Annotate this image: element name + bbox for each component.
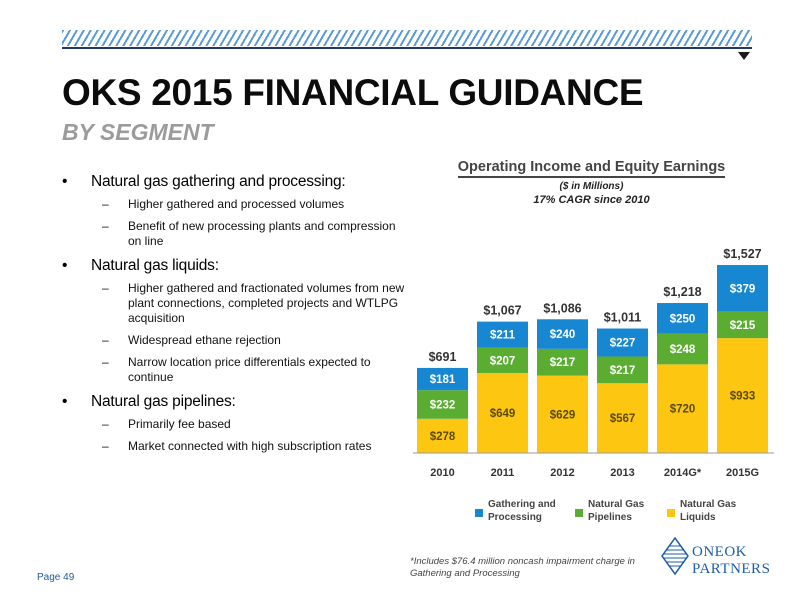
bar-total-label: $1,067 [483,304,521,318]
dash-icon: – [102,355,109,369]
bar-segment [537,319,588,349]
bar-value-label: $217 [610,365,636,377]
bar-value-label: $248 [670,344,696,356]
triangle-down-icon [738,52,750,60]
bar-segment [537,348,588,376]
chart-title: Operating Income and Equity Earnings [400,159,783,178]
logo-wordmark: ONEOK PARTNERS [692,544,771,577]
chart-cagr-note: 17% CAGR since 2010 [533,194,650,206]
bullet-icon: • [62,393,68,410]
sub-bullet: – Widespread ethane rejection [102,333,281,347]
bar-value-label: $379 [730,283,756,295]
page-title: OKS 2015 FINANCIAL GUIDANCE [62,72,644,113]
sub-bullet: – Narrow location price differentials exp… [102,355,371,384]
bar-segment [597,356,648,384]
x-tick-label: 2012 [550,467,574,479]
bullet-heading: • Natural gas gathering and processing: [62,173,346,190]
bar-segment [717,311,768,339]
legend-swatch [667,509,675,517]
bar-value-label: $720 [670,404,696,416]
dash-icon: – [102,281,109,295]
page-number: Page 49 [37,572,75,583]
bar-segment [717,338,768,453]
bullet-heading: • Natural gas pipelines: [62,393,236,410]
bar-segment [477,321,528,348]
dash-icon: – [102,197,109,211]
sub-bullet: – Higher gathered and fractionated volume… [102,281,405,325]
bar-value-label: $240 [550,329,576,341]
bar-value-label: $211 [490,330,516,342]
bullet-list: • Natural gas gathering and processing: –… [62,172,407,461]
bar-value-label: $567 [610,413,636,425]
legend-item-gathering: Gathering and Processing [475,498,556,524]
dash-icon: – [102,417,109,431]
sub-bullet: – Benefit of new processing plants and co… [102,219,396,248]
bar-value-label: $232 [430,399,456,411]
bar-total-label: $1,218 [663,285,701,299]
bar-segment [597,328,648,357]
legend-item-pipelines: Natural Gas Pipelines [575,498,644,524]
bullet-segment-pipelines: • Natural gas pipelines: – Primarily fee b… [62,392,407,454]
sub-bullet: – Higher gathered and processed volumes [102,197,345,211]
bar-value-label: $250 [670,313,696,325]
bar-segment [657,303,708,334]
chart-container: Operating Income and Equity Earnings ($ … [400,150,790,540]
logo-diamond-icon [661,536,689,576]
bar-total-label: $1,527 [723,247,761,261]
bullet-icon: • [62,257,68,274]
footnote: *Includes $76.4 million noncash impairme… [410,556,635,579]
bar-total-label: $1,086 [543,301,581,315]
bar-value-label: $649 [490,408,516,420]
x-tick-label: 2015G [726,467,759,479]
bar-value-label: $227 [610,337,636,349]
bar-segment [417,390,468,419]
bar-segment [537,375,588,453]
bar-segment [597,383,648,453]
bar-segment [417,418,468,453]
page-subtitle: BY SEGMENT [62,119,214,145]
header-hatch-band [62,30,752,46]
bar-total-label: $1,011 [604,311,642,325]
bar-value-label: $629 [550,409,576,421]
stacked-bar-chart: $278 $232 $181 $691 2010 $649 $207 $211 $1,067 20… [413,247,774,479]
sub-bullet: – Primarily fee based [102,417,231,431]
bar-segment [717,264,768,312]
x-tick-label: 2011 [491,467,515,479]
legend-swatch [575,509,583,517]
bullet-icon: • [62,173,68,190]
bar-value-label: $217 [550,357,576,369]
bar-total-label: $691 [429,350,457,364]
x-tick-label: 2010 [430,467,454,479]
bar-segment [477,347,528,374]
sub-bullet: – Market connected with high subscription… [102,439,372,453]
bar-value-label: $278 [430,431,456,443]
bar-value-label: $181 [430,374,456,386]
bar-segment [657,333,708,365]
company-logo: ONEOK PARTNERS [660,536,786,582]
dash-icon: – [102,439,109,453]
bar-segment [417,367,468,391]
bullet-segment-liquids: • Natural gas liquids: – Higher gathered a… [62,256,407,385]
bar-value-label: $933 [730,391,756,403]
legend-item-liquids: Natural Gas Liquids [667,498,736,524]
dash-icon: – [102,219,109,233]
bullet-heading: • Natural gas liquids: [62,257,219,274]
bar-value-label: $207 [490,355,516,367]
chart-units: ($ in Millions) [559,181,624,192]
bar-segment [657,364,708,453]
dash-icon: – [102,333,109,347]
bar-segment [477,373,528,453]
x-tick-label: 2014G* [664,467,702,479]
bullet-segment-gathering: • Natural gas gathering and processing: –… [62,172,407,249]
x-tick-label: 2013 [610,467,634,479]
legend-swatch [475,509,483,517]
bar-value-label: $215 [730,320,756,332]
header-rule [62,47,752,49]
